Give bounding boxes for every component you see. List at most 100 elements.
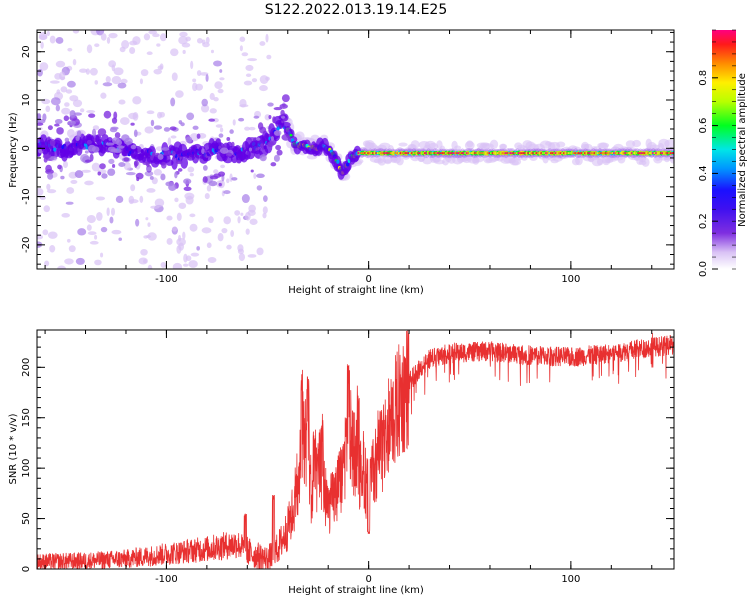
heatmap-halo-blob [499, 143, 507, 152]
heatmap-ridge-outer [171, 155, 178, 170]
heatmap-scatter-blob [208, 180, 218, 187]
heatmap-noise-blob [143, 235, 149, 239]
heatmap-noise-blob [217, 233, 224, 242]
heatmap-halo-blob [396, 156, 404, 166]
heatmap-scatter-blob [225, 152, 233, 157]
heatmap-halo-blob [598, 142, 609, 151]
heatmap-noise-blob [40, 41, 44, 49]
heatmap-noise-blob [66, 80, 76, 88]
snr-frame [36, 329, 675, 570]
heatmap-noise-blob [240, 212, 244, 216]
heatmap-scatter-blob [114, 132, 121, 139]
heatmap-scatter-blob [135, 172, 144, 180]
heatmap-noise-blob [214, 81, 223, 90]
heatmap-scatter-blob [202, 165, 208, 171]
heatmap-noise-blob [110, 207, 116, 216]
heatmap-scatter-blob [218, 133, 224, 138]
heatmap-scatter-blob [256, 173, 265, 178]
heatmap-noise-blob [230, 230, 235, 238]
heatmap-scatter-blob [97, 171, 102, 176]
heatmap-scatter-blob [43, 157, 48, 163]
heatmap-scatter-blob [149, 175, 154, 180]
heatmap-scatter-blob [236, 159, 241, 164]
colorbar-ticks: 0.0 0.2 0.4 0.6 0.8 [698, 29, 736, 277]
heatmap-scatter-blob [268, 114, 272, 120]
heatmap-scatter-blob [42, 113, 47, 122]
y-tick-label: 0 [21, 145, 32, 151]
heatmap-noise-blob [186, 112, 195, 121]
heatmap-scatter-blob [97, 128, 107, 136]
heatmap-scatter-blob [74, 170, 84, 178]
heatmap-noise-blob [192, 78, 197, 83]
heatmap-noise-blob [70, 179, 78, 184]
heatmap-scatter-blob [270, 162, 277, 167]
heatmap-noise-blob [178, 36, 188, 45]
heatmap-noise-blob [64, 258, 74, 265]
heatmap-noise-blob [144, 126, 154, 134]
heatmap-scatter-blob [267, 102, 274, 107]
heatmap-noise-blob [238, 253, 246, 261]
heatmap-noise-blob [89, 67, 98, 76]
heatmap-scatter-blob [273, 154, 280, 162]
heatmap-noise-blob [201, 227, 212, 234]
heatmap-scatter-blob [177, 168, 183, 172]
heatmap-noise-blob [37, 68, 43, 77]
heatmap-scatter-blob [54, 118, 63, 124]
heatmap-noise-blob [160, 262, 167, 268]
heatmap-noise-blob [201, 98, 208, 107]
heatmap-noise-blob [147, 222, 151, 228]
heatmap-noise-blob [259, 41, 266, 46]
heatmap-noise-blob [157, 111, 163, 119]
colorbar: 0.0 0.2 0.4 0.6 0.8 Normalized spectral ampl… [698, 29, 748, 277]
figure-title: S122.2022.013.19.14.E25 [265, 2, 448, 18]
heatmap-noise-blob [241, 52, 249, 57]
heatmap-noise-blob [263, 195, 268, 202]
heatmap-scatter-blob [91, 128, 97, 137]
heatmap-noise-blob [86, 44, 93, 54]
heatmap-halo-blob [632, 139, 642, 148]
heatmap-scatter-blob [117, 145, 125, 149]
heatmap-noise-blob [226, 244, 232, 250]
heatmap-noise-blob [138, 257, 148, 265]
heatmap-scatter-blob [118, 162, 126, 167]
heatmap-scatter-blob [73, 112, 82, 116]
heatmap-scatter-blob [231, 177, 238, 181]
heatmap-scatter-blob [270, 136, 274, 141]
heatmap-scatter-blob [107, 168, 116, 176]
heatmap-scatter-blob [178, 120, 183, 125]
heatmap-scatter-blob [281, 115, 285, 119]
heatmap-noise-blob [219, 69, 223, 73]
heatmap-scatter-blob [63, 115, 70, 122]
heatmap-noise-blob [125, 172, 136, 176]
heatmap-noise-blob [42, 229, 49, 236]
heatmap-scatter-blob [163, 150, 172, 156]
x-tick-label: 0 [365, 574, 371, 585]
heatmap-noise-blob [61, 213, 70, 218]
heatmap-noise-blob [113, 67, 124, 76]
heatmap-scatter-blob [175, 160, 183, 165]
heatmap-scatter-blob [153, 125, 163, 130]
colorbar-tick-label: 0.8 [698, 70, 709, 86]
heatmap-ridge-cell [137, 148, 141, 153]
heatmap-noise-blob [44, 260, 50, 267]
heatmap-noise-blob [150, 205, 160, 209]
heatmap-noise-blob [245, 64, 254, 72]
heatmap-noise-blob [170, 97, 176, 107]
x-tick-label: 100 [561, 274, 580, 285]
heatmap-noise-blob [140, 69, 149, 77]
heatmap-noise-blob [239, 45, 243, 52]
heatmap-scatter-blob [248, 147, 253, 152]
heatmap-noise-blob [79, 108, 85, 113]
heatmap-halo-blob [422, 157, 433, 165]
heatmap-scatter-blob [280, 109, 285, 117]
heatmap-noise-blob [226, 178, 230, 184]
heatmap-scatter-blob [238, 117, 245, 122]
heatmap-scatter-blob [285, 127, 290, 133]
heatmap-noise-blob [209, 108, 217, 114]
heatmap-noise-blob [160, 33, 167, 42]
snr-series-line [37, 330, 674, 569]
y-tick-label: -20 [21, 237, 32, 253]
heatmap-noise-blob [49, 245, 56, 253]
